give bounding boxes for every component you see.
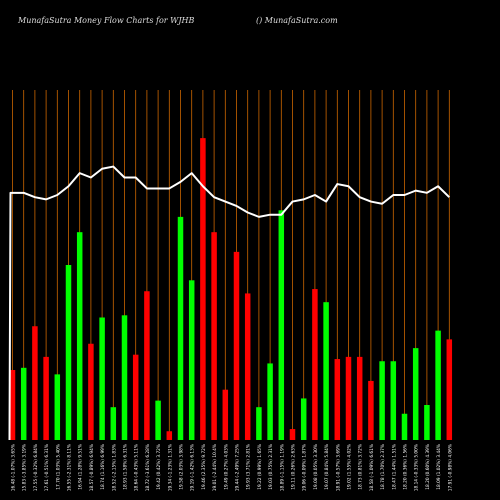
tick-label: 19.44 (-2.49%) 7.25% (235, 444, 241, 491)
tick-label: 16.48 (-1.07%) 3.65% (11, 444, 17, 491)
tick-label: 19.11 (0.26%) 2.63% (291, 444, 297, 490)
tick-label: 19.01 (-2.44%) 10.4% (212, 444, 218, 491)
tick-label: 18.09 (1.02%) 3.44% (436, 444, 442, 490)
bar-down (334, 359, 341, 440)
tick-label: 17.91 (-0.98%) 4.06% (447, 444, 453, 491)
tick-label: 16.94 (1.28%) 9.51% (78, 444, 84, 490)
tick-label: 17.70 (1.03%) 5.40% (55, 444, 61, 490)
tick-label: 18.14 (-0.33%) 5.00% (414, 444, 420, 491)
bar-down (222, 389, 229, 440)
price-line (8, 165, 450, 441)
tick-label: 18.72 (-3.61%) 6.28% (145, 444, 151, 491)
bar-up (65, 265, 72, 440)
tick-label: 18.58 (-1.09%) 6.61% (369, 444, 375, 491)
tick-label: 19.93 (3.71%) 2.81% (246, 444, 252, 490)
bar-up (188, 280, 195, 440)
tick-label: 19.49 (0.27%) 4.03% (223, 444, 229, 490)
bar-down (289, 429, 296, 440)
bar-up (267, 363, 273, 440)
bar-down (132, 354, 139, 440)
bar-down (43, 356, 49, 440)
bar-down (32, 326, 38, 440)
bar-up (76, 232, 83, 440)
bar-up (401, 413, 408, 440)
bar-up (300, 398, 307, 440)
tick-label: 18.57 (-0.89%) 6.94% (89, 444, 95, 491)
tick-label: 19.22 (0.99%) 1.65% (257, 444, 263, 490)
tick-label: 19.02 (1.55%) 4.02% (347, 444, 353, 490)
tick-label: 19.07 (0.84%) 5.84% (324, 444, 330, 490)
bar-down (368, 380, 374, 440)
bar-up (121, 315, 128, 440)
site-credit: () MunafaSutra.com (256, 16, 338, 25)
tick-label: 19.19 (-1.42%) 6.13% (190, 444, 196, 491)
bar-up (20, 367, 27, 440)
tick-label: 18.74 (1.16%) 6.99% (100, 444, 106, 490)
tick-label: 18.47 (1.44%) 1.51% (391, 444, 397, 490)
tick-label: 19.08 (0.05%) 3.30% (313, 444, 319, 490)
tick-label: 18.73 (0.81%) 3.72% (358, 444, 364, 490)
bar-up (435, 330, 441, 440)
tick-label: 15.83 (-3.85%) 3.19% (22, 444, 28, 491)
tick-label: 17.61 (-0.51%) 6.31% (44, 444, 50, 491)
tick-label: 18.52 (-2.15%) 1.83% (111, 444, 117, 491)
bar-down (144, 291, 150, 440)
tick-label: 18.64 (-0.43%) 5.11% (134, 444, 140, 491)
bar-up (54, 374, 61, 440)
bar-up (155, 400, 161, 440)
tick-label: 19.46 (2.35%) 9.72% (201, 444, 207, 490)
tick-label: 17.55 (-0.32%) 6.84% (33, 444, 39, 491)
tick-label: 19.58 (2.03%) 3.98% (179, 444, 185, 490)
bar-up (323, 302, 329, 440)
tick-label: 18.20 (0.60%) 4.39% (425, 444, 431, 490)
bar-down (233, 251, 240, 440)
bar-down (345, 356, 352, 440)
tick-label: 19.06 (-0.09%) 1.87% (302, 444, 308, 491)
bar-up (412, 348, 419, 440)
bar-down (244, 293, 251, 440)
bar-down (356, 356, 363, 440)
bar-up (379, 361, 385, 440)
bar-down (446, 339, 453, 440)
chart-title: MunafaSutra Money Flow Charts for WJHB (18, 16, 195, 25)
tick-label: 18.89 (-1.15%) 1.19% (279, 444, 285, 491)
tick-label: 18.78 (1.70%) 2.37% (380, 444, 386, 490)
tick-label: 19.42 (0.42%) 3.72% (156, 444, 162, 490)
bar-down (211, 232, 217, 440)
tick-label: 19.03 (0.75%) 2.31% (268, 444, 274, 490)
tick-label: 18.93 (1.58%) 6.31% (123, 444, 129, 490)
tick-label: 16.55 (-2.31%) 8.11% (67, 444, 73, 491)
bar-down (88, 343, 94, 440)
bar-down (9, 370, 16, 440)
bar-up (278, 210, 285, 440)
bar-down (166, 431, 173, 440)
bar-down (200, 138, 206, 440)
bar-up (99, 317, 105, 440)
bar-up (424, 405, 430, 440)
tick-label: 18.91 (-0.57%) 3.69% (335, 444, 341, 491)
bar-up (390, 361, 397, 440)
bar-up (177, 216, 184, 440)
tick-label: 19.34 (-1.23%) 1.31% (167, 444, 173, 491)
bar-down (312, 289, 318, 440)
bar-up (256, 407, 262, 440)
tick-label: 18.20 (0.36%) 1.56% (403, 444, 409, 490)
bar-up (110, 407, 117, 440)
